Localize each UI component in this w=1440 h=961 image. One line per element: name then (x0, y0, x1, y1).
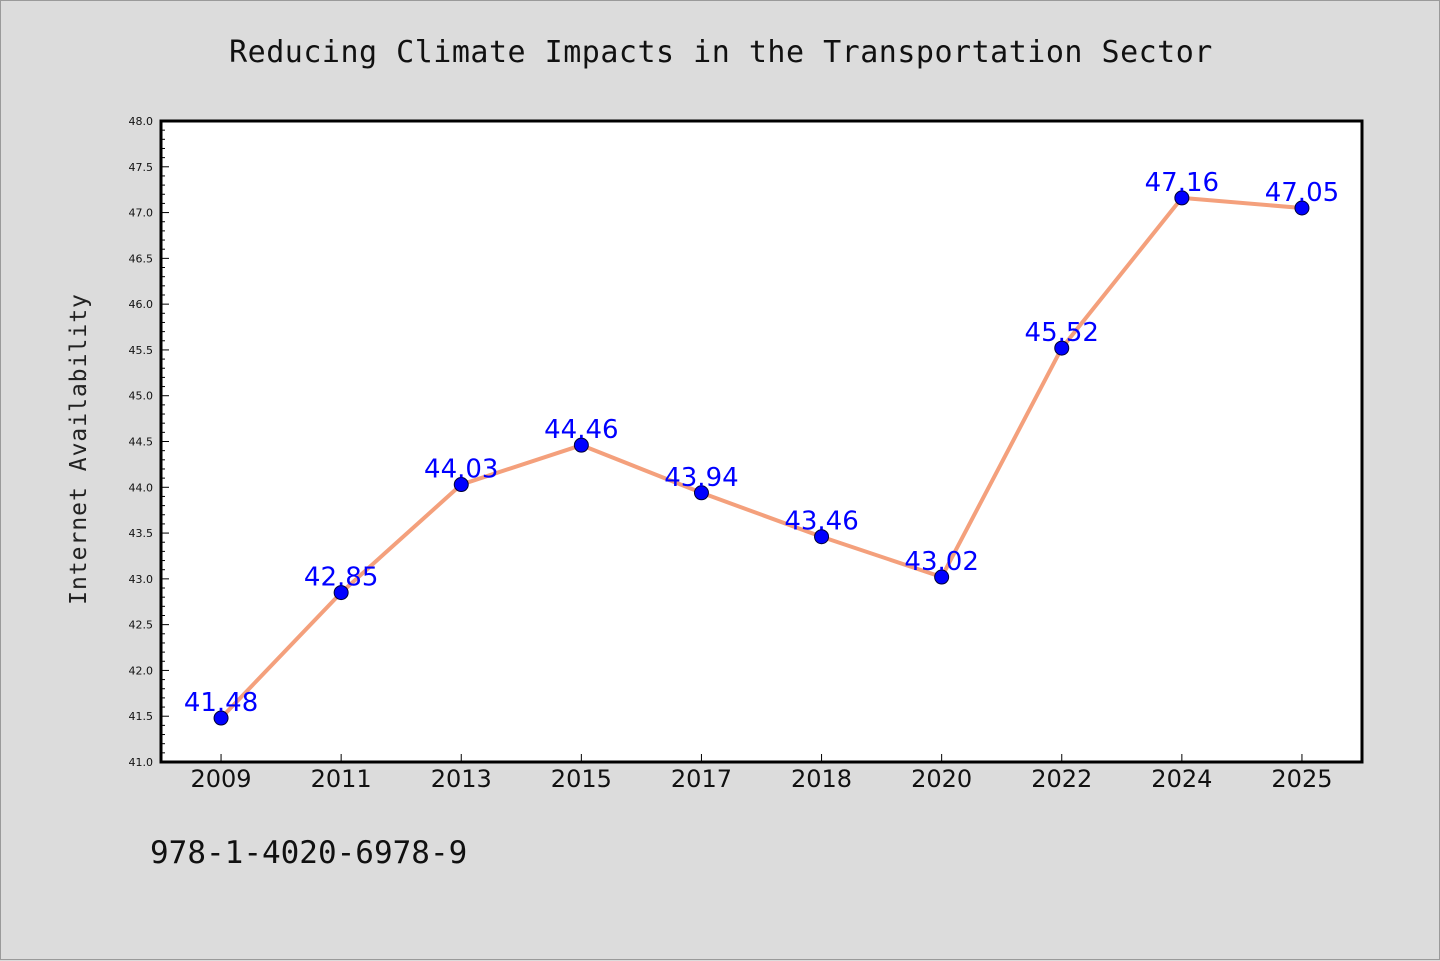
data-point (453, 477, 469, 493)
series-line (219, 195, 1303, 720)
data-label: 47.05 (1265, 178, 1339, 208)
data-label: 43.02 (904, 547, 978, 577)
data-label: 42.85 (304, 563, 378, 593)
plot-area (159, 119, 1364, 764)
x-tick-label: 2018 (791, 765, 852, 793)
data-point (1174, 190, 1190, 206)
y-axis-ticks: 41.0 41.5 42.0 42.5 43.0 43.5 44.0 44.5 45.0 45.5… (129, 115, 169, 769)
y-tick-label: 44.5 (129, 436, 154, 449)
data-point (213, 710, 229, 726)
y-tick-label: 47.0 (129, 207, 154, 220)
y-tick-label: 42.5 (129, 619, 154, 632)
x-tick-label: 2017 (671, 765, 732, 793)
x-tick-label: 2009 (191, 765, 252, 793)
x-tick-label: 2022 (1031, 765, 1092, 793)
y-tick-label: 42.0 (129, 664, 154, 677)
y-tick-label: 44.0 (129, 481, 154, 494)
data-markers (213, 190, 1310, 726)
y-tick-label: 43.0 (129, 573, 154, 586)
data-label: 41.48 (184, 688, 258, 718)
data-label: 44.46 (544, 415, 618, 445)
data-point (573, 437, 589, 453)
y-tick-label: 41.5 (129, 710, 154, 723)
x-tick-label: 2024 (1151, 765, 1212, 793)
y-tick-label: 46.0 (129, 298, 154, 311)
data-point (1054, 340, 1070, 356)
x-tick-label: 2011 (311, 765, 372, 793)
data-point (934, 569, 950, 585)
y-tick-label: 45.0 (129, 390, 154, 403)
y-tick-label: 45.5 (129, 344, 154, 357)
x-tick-label: 2013 (431, 765, 492, 793)
data-label: 43.46 (784, 507, 858, 537)
data-label: 43.94 (664, 463, 738, 493)
data-label: 47.16 (1145, 168, 1219, 198)
y-tick-label: 47.5 (129, 161, 154, 174)
y-tick-label: 43.5 (129, 527, 154, 540)
x-tick-label: 2025 (1271, 765, 1332, 793)
data-labels: 41.48 42.85 44.03 44.46 43.94 43.46 43.02 45.52… (184, 168, 1339, 718)
data-point (693, 485, 709, 501)
x-tick-label: 2015 (551, 765, 612, 793)
isbn-text: 978-1-4020-6978-9 (150, 835, 468, 871)
x-tick-label: 2020 (911, 765, 972, 793)
y-tick-label: 41.0 (129, 756, 154, 769)
data-point (814, 529, 830, 545)
y-tick-label: 46.5 (129, 252, 154, 265)
chart-title: Reducing Climate Impacts in the Transpor… (229, 35, 1213, 70)
y-tick-label: 48.0 (129, 115, 154, 128)
data-label: 45.52 (1025, 318, 1099, 348)
data-point (333, 585, 349, 601)
x-axis-ticks: 2009 2011 2013 2015 2017 2018 2020 2022 2024 2025 (191, 754, 1332, 793)
data-label: 44.03 (424, 455, 498, 485)
data-point (1294, 200, 1310, 216)
